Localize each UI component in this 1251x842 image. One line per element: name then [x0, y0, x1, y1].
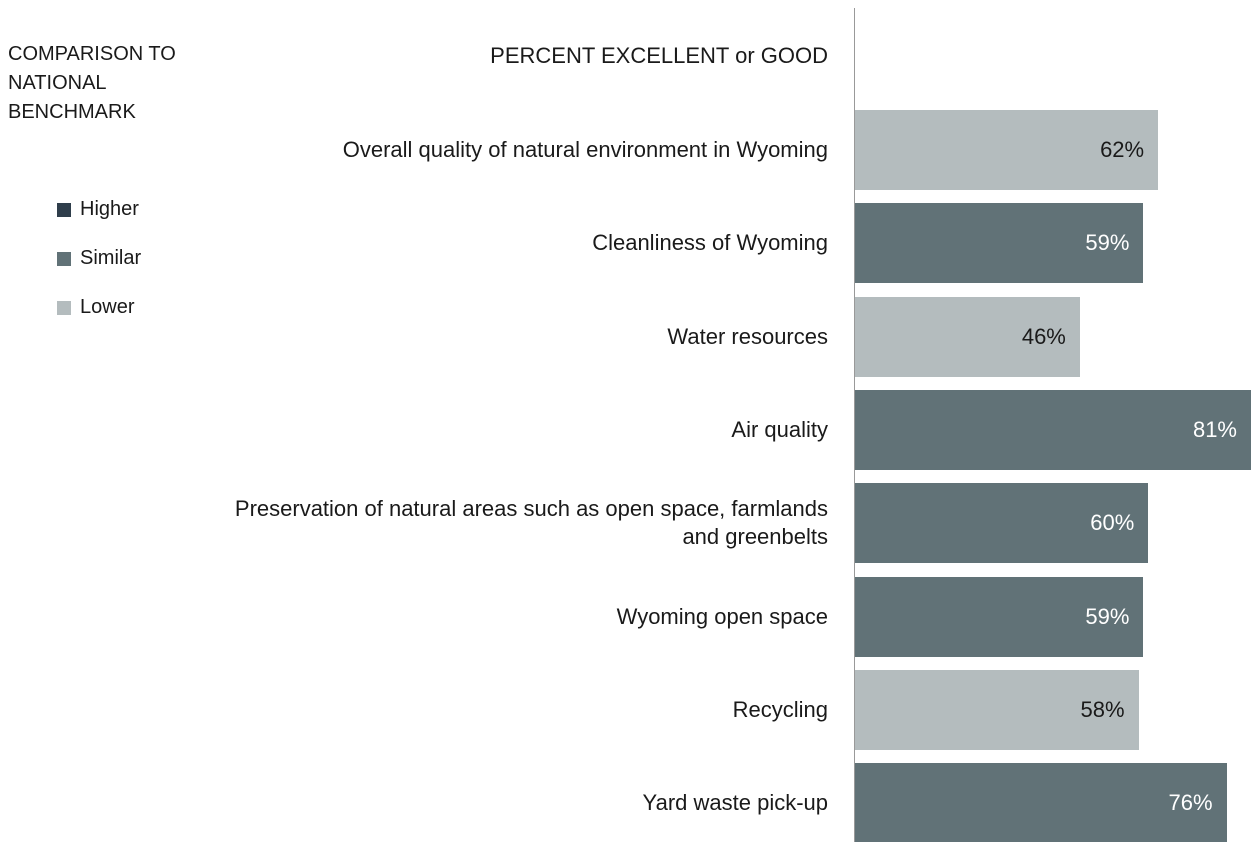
category-label: Recycling: [732, 696, 828, 722]
value-label: 59%: [1085, 603, 1130, 629]
legend-label: Lower: [80, 296, 135, 318]
axis-line: [854, 8, 855, 842]
category-label: Preservation of natural areas such as op…: [234, 496, 828, 550]
value-label: 81%: [1192, 416, 1237, 442]
legend-swatch: [57, 252, 71, 266]
legend-swatch: [57, 301, 71, 315]
legend-label: Higher: [80, 198, 139, 220]
bar: [855, 203, 1144, 284]
value-label: 76%: [1168, 790, 1213, 816]
legend-swatch: [57, 203, 71, 217]
bar: [855, 669, 1139, 750]
bar: [855, 483, 1149, 564]
bar: [855, 110, 1159, 190]
chart-title: PERCENT EXCELLENT or GOOD: [490, 43, 828, 68]
bar: [855, 763, 1227, 842]
value-label: 46%: [1021, 323, 1066, 349]
value-label: 58%: [1080, 696, 1125, 722]
legend-title: COMPARISON TO NATIONAL BENCHMARK: [8, 43, 176, 123]
bar: [855, 296, 1080, 377]
category-label: Wyoming open space: [616, 603, 828, 629]
bar: [855, 576, 1144, 657]
legend-label: Similar: [80, 247, 142, 269]
value-label: 62%: [1100, 137, 1145, 162]
value-label: 60%: [1090, 510, 1135, 536]
value-label: 59%: [1085, 230, 1130, 256]
category-label: Air quality: [731, 416, 828, 442]
category-label: Yard waste pick-up: [642, 790, 828, 816]
category-label: Water resources: [667, 323, 828, 349]
category-label: Cleanliness of Wyoming: [592, 230, 828, 256]
category-label: Overall quality of natural environment i…: [342, 137, 828, 162]
bar: [855, 389, 1251, 470]
